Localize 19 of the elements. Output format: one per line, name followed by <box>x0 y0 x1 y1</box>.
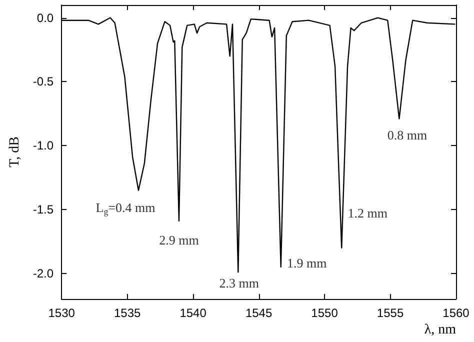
x-tick-label: 1560 <box>442 306 470 320</box>
x-axis-title: λ, nm <box>424 322 456 338</box>
y-tick-label: -1.0 <box>32 138 54 153</box>
y-tick-label: 0.0 <box>36 10 54 25</box>
x-tick-label: 1555 <box>376 306 404 320</box>
y-axis-title: T, dB <box>8 136 22 168</box>
y-tick-label: -0.5 <box>32 74 54 89</box>
x-tick-label: 1550 <box>311 306 338 320</box>
x-tick-label: 1535 <box>114 306 141 320</box>
x-tick-label: 1530 <box>48 306 76 320</box>
x-tick-label: 1545 <box>245 306 272 320</box>
y-tick-label: -1.5 <box>32 202 54 217</box>
annotation: 0.8 mm <box>387 127 428 142</box>
y-tick-label: -2.0 <box>32 266 54 280</box>
x-tick-label: 1540 <box>180 306 207 320</box>
annotation: 2.9 mm <box>159 232 199 248</box>
annotation: 1.9 mm <box>287 256 327 271</box>
annotation: 1.2 mm <box>348 205 388 220</box>
annotation: 2.3 mm <box>219 276 260 291</box>
